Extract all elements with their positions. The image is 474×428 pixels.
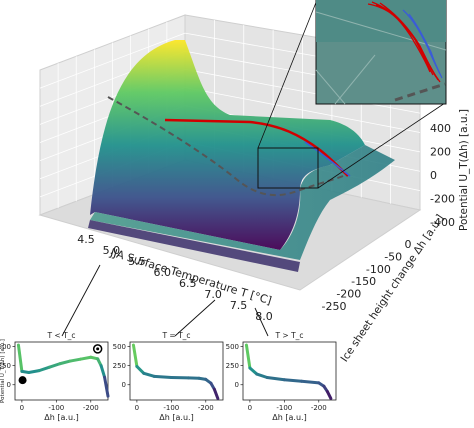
x-axis-ticks: 4.5 5.0 5.5 6.0 6.5 7.0 7.5 8.0	[77, 233, 273, 323]
critical-path-dashed	[107, 96, 346, 197]
x-tick-label: -200	[198, 404, 214, 412]
panel-ylabel: Potential U_T(Δh) [a.u.]	[0, 339, 6, 403]
curve-segment	[248, 366, 259, 376]
curve-segment	[152, 374, 173, 379]
zoom-region-box	[257, 147, 319, 189]
curve-segment	[58, 359, 72, 366]
panel-frame	[129, 341, 224, 401]
curve-segment	[212, 387, 220, 400]
y-tick-label: -150	[351, 275, 376, 288]
z-axis-label: Potential U_T(Δh) [a.u.]	[458, 109, 470, 231]
curve-segment	[47, 362, 62, 369]
x-tick-label: 7.5	[230, 299, 248, 312]
y-tick-label: 0	[122, 381, 126, 389]
x-tick-label: 7.0	[204, 288, 222, 301]
z-tick-label: 0	[430, 169, 437, 182]
y-tick-label: -50	[384, 250, 402, 263]
y-tick-label: 500	[113, 343, 126, 351]
y-tick-label: 250	[113, 362, 126, 370]
zoom-inset	[315, 0, 447, 105]
curve-segment	[135, 364, 146, 375]
inset-blue-trajectories	[402, 9, 443, 79]
y-tick-label: 250	[226, 362, 239, 370]
z-tick-label: 400	[430, 122, 451, 135]
y-axis-ticks: 0-50-100-150-200-250	[322, 238, 412, 313]
x-tick-label: -200	[311, 404, 327, 412]
panel-connector-2	[174, 299, 216, 337]
y-tick-label: 250	[0, 362, 11, 370]
x-tick-label: 6.0	[154, 266, 172, 279]
trajectory-blue	[304, 141, 351, 177]
panel-xlabel: Δh [a.u.]	[159, 413, 193, 422]
panel-title: T > T_c	[274, 331, 303, 340]
stable-state-marker	[18, 376, 27, 385]
x-tick-label: -100	[276, 404, 292, 412]
y-tick-label: 500	[226, 343, 239, 351]
z-tick-label: -200	[430, 193, 455, 206]
curve-segment	[37, 365, 51, 373]
inset-red-trajectories	[367, 1, 441, 83]
y-tick-label: 0	[7, 381, 11, 389]
curve-segment	[244, 343, 252, 370]
panel-connector-3	[254, 307, 269, 337]
curve-segment	[300, 379, 321, 385]
panel-above-critical: T > T_c 0 -100 -200 500 250 0 Δh [a.u.]	[226, 331, 337, 422]
surface-front-wall	[90, 145, 395, 260]
curve-segment	[78, 355, 93, 361]
surface-bottom-fringe	[88, 220, 300, 272]
x-tick-label: 0	[20, 404, 24, 412]
x-tick-label: 5.0	[103, 244, 121, 257]
panel-frame	[242, 341, 337, 401]
z-tick-label: -400	[430, 216, 455, 229]
panel-below-critical: T < T_c 0 -100 -200 500 250 0 Δh [a.u.] Potentia…	[0, 331, 110, 422]
inset-grid-line	[315, 69, 346, 105]
panel-xlabel: Δh [a.u.]	[44, 413, 78, 422]
panel-title: T < T_c	[46, 331, 75, 340]
y-tick-label: 0	[235, 381, 239, 389]
x-tick-label: 5.5	[128, 255, 146, 268]
curve-segment	[103, 375, 110, 398]
zoom-connector-a	[257, 0, 318, 149]
surface-plot-3d: 4.55.05.56.06.57.07.58.0 0-50-100-150-20…	[38, 0, 470, 364]
inset-grid-line	[315, 11, 447, 51]
y-tick-label: -250	[322, 300, 347, 313]
inset-dashed-path	[394, 82, 446, 102]
x-tick-label: 4.5	[77, 233, 95, 246]
curve-segment	[68, 357, 82, 363]
x-tick-label: 0	[248, 404, 252, 412]
potential-surface	[90, 40, 365, 250]
curve-segment	[99, 364, 107, 379]
curve-segment	[325, 390, 333, 400]
z-axis-ticks: 400 200 0 -200 -400	[430, 122, 455, 229]
unstable-state-marker-dot	[96, 347, 100, 351]
panel-xlabel: Δh [a.u.]	[272, 413, 306, 422]
x-tick-label: -200	[83, 404, 99, 412]
y-tick-label: 0	[405, 238, 412, 251]
curve-segment	[282, 378, 304, 383]
x-tick-label: -100	[163, 404, 179, 412]
inset-grid-line	[334, 54, 376, 105]
curve-segment	[27, 369, 41, 375]
z-tick-label: 200	[430, 146, 451, 159]
x-tick-label: 8.0	[255, 310, 273, 323]
curve-segment	[16, 343, 24, 373]
panel-connector-1	[61, 264, 101, 337]
y-tick-label: 500	[0, 343, 11, 351]
x-tick-label: 6.5	[179, 277, 197, 290]
zoom-connector-b	[317, 102, 446, 189]
y-tick-label: -200	[336, 288, 361, 301]
y-tick-label: -100	[366, 263, 391, 276]
curve-segment	[265, 375, 286, 382]
x-tick-label: -100	[48, 404, 64, 412]
curve-segment	[142, 371, 156, 378]
panel-title: T = T_c	[161, 331, 190, 340]
curve-segment	[131, 343, 139, 368]
curve-segment	[255, 372, 269, 379]
x-tick-label: 0	[135, 404, 139, 412]
panel-at-critical: T = T_c 0 -100 -200 500 250 0 Δh [a.u.]	[113, 331, 224, 422]
